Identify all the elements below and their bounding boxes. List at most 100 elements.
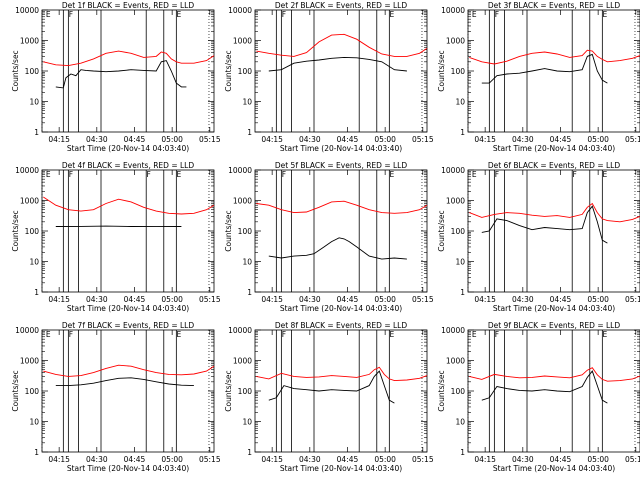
events-series-line [55, 377, 194, 387]
x-tick-label: 04:45 [550, 135, 572, 144]
y-tick-label: 10 [455, 418, 465, 427]
y-tick-label: 1 [460, 128, 465, 137]
events-series-line [481, 205, 608, 244]
subplot-title: Det 3f BLACK = Events, RED = LLD [488, 1, 621, 10]
x-axis-label: Start Time (20-Nov-14 04:03:40) [493, 144, 615, 153]
x-tick-label: 05:00 [374, 135, 396, 144]
x-tick-label: 05:15 [412, 455, 434, 464]
x-tick-label: 04:45 [124, 295, 146, 304]
y-tick-label: 100 [451, 67, 466, 76]
y-tick-label: 1000 [20, 37, 39, 46]
x-axis-label: Start Time (20-Nov-14 04:03:40) [280, 144, 402, 153]
y-tick-label: 10 [455, 258, 465, 267]
x-tick-label: 05:15 [199, 455, 221, 464]
y-tick-label: 100 [25, 387, 40, 396]
x-tick-label: 05:00 [161, 455, 183, 464]
y-tick-label: 1000 [20, 197, 39, 206]
y-tick-label: 10000 [441, 6, 465, 15]
marker-flag: E [472, 10, 477, 19]
marker-flag: F [495, 170, 499, 179]
x-tick-label: 04:15 [48, 455, 70, 464]
y-axis-label: Counts/sec [11, 370, 20, 411]
subplot-title: Det 9f BLACK = Events, RED = LLD [488, 321, 621, 330]
y-tick-label: 100 [25, 227, 40, 236]
x-tick-label: 04:15 [474, 455, 496, 464]
marker-flag: F [282, 330, 286, 339]
y-tick-label: 10000 [228, 6, 252, 15]
marker-flag: F [495, 330, 499, 339]
y-tick-label: 1 [460, 288, 465, 297]
x-tick-label: 05:00 [161, 135, 183, 144]
x-tick-label: 05:15 [199, 295, 221, 304]
marker-flag: E [176, 10, 181, 19]
subplot-title: Det 5f BLACK = Events, RED = LLD [275, 161, 408, 170]
y-tick-label: 10000 [15, 326, 39, 335]
subplot-title: Det 7f BLACK = Events, RED = LLD [62, 321, 195, 330]
x-tick-label: 04:15 [474, 295, 496, 304]
y-tick-label: 1 [460, 448, 465, 457]
x-tick-label: 04:45 [550, 295, 572, 304]
x-axis-label: Start Time (20-Nov-14 04:03:40) [280, 304, 402, 313]
subplot-title: Det 2f BLACK = Events, RED = LLD [275, 1, 408, 10]
x-tick-label: 04:30 [299, 455, 321, 464]
marker-flag: E [389, 170, 394, 179]
marker-flag: E [472, 170, 477, 179]
y-tick-label: 100 [238, 387, 253, 396]
x-tick-label: 04:30 [86, 455, 108, 464]
x-tick-label: 05:15 [412, 135, 434, 144]
y-tick-label: 100 [451, 227, 466, 236]
marker-flag: E [602, 10, 607, 19]
y-tick-label: 10 [242, 258, 252, 267]
marker-flag: F [282, 170, 286, 179]
y-tick-label: 1 [34, 128, 39, 137]
marker-flag: F [282, 10, 286, 19]
x-axis-label: Start Time (20-Nov-14 04:03:40) [67, 144, 189, 153]
y-tick-label: 10 [29, 98, 39, 107]
x-axis-label: Start Time (20-Nov-14 04:03:40) [493, 464, 615, 473]
subplot-8: Det 8f BLACK = Events, RED = LLD 1 10 100 10… [224, 321, 434, 473]
subplot-9: Det 9f BLACK = Events, RED = LLD 1 10 100 10… [437, 321, 640, 473]
lld-series-line [256, 33, 428, 57]
y-tick-label: 1000 [446, 197, 465, 206]
y-tick-label: 1 [34, 288, 39, 297]
subplot-title: Det 4f BLACK = Events, RED = LLD [62, 161, 195, 170]
y-tick-label: 1 [34, 448, 39, 457]
y-tick-label: 1 [247, 448, 252, 457]
x-tick-label: 05:00 [587, 295, 609, 304]
y-tick-label: 10 [29, 258, 39, 267]
x-tick-label: 04:15 [261, 455, 283, 464]
lld-series-line [43, 50, 215, 67]
x-tick-label: 05:00 [587, 455, 609, 464]
events-series-line [268, 237, 407, 260]
marker-flag: E [472, 330, 477, 339]
x-tick-label: 04:45 [337, 295, 359, 304]
subplot-2: Det 2f BLACK = Events, RED = LLD 1 10 100 10… [224, 1, 434, 153]
y-tick-label: 100 [238, 67, 253, 76]
x-tick-label: 04:45 [550, 455, 572, 464]
x-tick-label: 05:15 [412, 295, 434, 304]
y-axis-label: Counts/sec [11, 210, 20, 251]
events-series-line [481, 53, 608, 84]
x-tick-label: 04:15 [261, 135, 283, 144]
events-series-line [55, 60, 187, 89]
events-series-line [481, 370, 608, 404]
y-axis-label: Counts/sec [437, 50, 446, 91]
x-tick-label: 04:15 [48, 135, 70, 144]
lld-series-line [43, 364, 215, 377]
lld-series-line [256, 200, 428, 214]
marker-flag: E [176, 330, 181, 339]
y-axis-label: Counts/sec [224, 50, 233, 91]
y-tick-label: 10000 [441, 326, 465, 335]
y-tick-label: 1000 [233, 37, 252, 46]
x-tick-label: 05:00 [587, 135, 609, 144]
plot-frame [467, 169, 640, 293]
marker-flag: E [46, 330, 51, 339]
y-tick-label: 10000 [15, 166, 39, 175]
marker-flag: F [147, 170, 151, 179]
y-tick-label: 1000 [233, 357, 252, 366]
y-tick-label: 10000 [228, 326, 252, 335]
lld-series-line [469, 49, 640, 65]
x-tick-label: 05:00 [374, 295, 396, 304]
marker-flag: E [176, 170, 181, 179]
